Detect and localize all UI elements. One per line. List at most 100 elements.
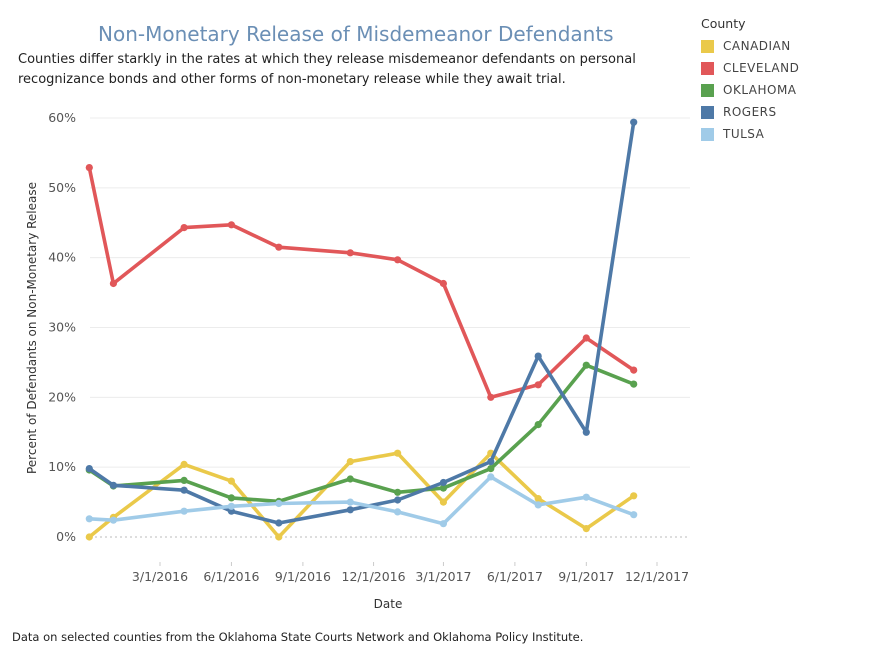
data-point-rogers [85, 465, 93, 473]
data-point-tulsa [227, 502, 235, 510]
x-tick-label: 9/1/2016 [275, 569, 331, 584]
data-point-oklahoma [227, 494, 235, 502]
data-point-cleveland [109, 279, 117, 288]
y-tick-label: 60% [48, 110, 76, 125]
legend-item-oklahoma[interactable]: OKLAHOMA [701, 79, 867, 101]
legend-label: OKLAHOMA [723, 83, 797, 97]
data-point-canadian [346, 458, 354, 466]
data-point-cleveland [534, 381, 542, 389]
legend-item-canadian[interactable]: CANADIAN [701, 35, 867, 57]
legend-swatch [701, 61, 714, 75]
data-point-oklahoma [346, 475, 354, 483]
data-point-cleveland [630, 366, 638, 374]
data-point-oklahoma [394, 488, 402, 496]
data-point-canadian [534, 495, 542, 503]
legend-item-cleveland[interactable]: CLEVELAND [701, 57, 867, 79]
y-tick-label: 0% [56, 529, 76, 544]
legend-label: ROGERS [723, 105, 777, 119]
chart-title: Non-Monetary Release of Misdemeanor Defe… [98, 22, 614, 46]
data-point-oklahoma [630, 380, 638, 388]
x-tick-label: 3/1/2017 [415, 569, 471, 584]
legend-swatch [701, 83, 714, 97]
data-point-tulsa [582, 493, 590, 501]
data-point-rogers [534, 352, 542, 360]
data-point-cleveland [582, 334, 590, 342]
data-point-canadian [439, 498, 447, 506]
data-point-canadian [85, 533, 93, 541]
data-point-cleveland [439, 279, 447, 288]
x-tick-label: 3/1/2016 [132, 569, 188, 584]
data-point-canadian [582, 525, 590, 533]
data-point-tulsa [630, 511, 638, 519]
data-point-tulsa [487, 473, 495, 481]
data-point-cleveland [85, 164, 93, 172]
series-line-oklahoma [87, 363, 636, 504]
gridlines [90, 117, 690, 538]
series-line-rogers [87, 120, 636, 525]
legend-item-tulsa[interactable]: TULSA [701, 123, 867, 145]
data-point-oklahoma [180, 476, 188, 484]
series-rogers [85, 118, 638, 527]
data-point-cleveland [394, 256, 402, 264]
legend-label: CANADIAN [723, 39, 791, 53]
data-point-tulsa [275, 499, 283, 508]
data-point-cleveland [227, 221, 235, 229]
series-lines [85, 118, 638, 541]
data-point-oklahoma [582, 361, 590, 369]
x-axis-title: Date [374, 597, 403, 611]
data-point-tulsa [346, 498, 354, 506]
data-point-rogers [346, 506, 354, 514]
data-point-tulsa [109, 516, 117, 524]
legend-title: County [701, 16, 746, 31]
data-point-canadian [630, 492, 638, 500]
data-point-rogers [439, 478, 447, 487]
legend-items: CANADIAN CLEVELAND OKLAHOMA ROGERS TULSA [697, 35, 867, 145]
data-point-oklahoma [439, 484, 447, 492]
source-note: Data on selected counties from the Oklah… [12, 630, 584, 644]
series-line-cleveland [87, 165, 636, 400]
x-tick-label: 12/1/2016 [342, 569, 406, 584]
x-tick-label: 12/1/2017 [625, 569, 689, 584]
data-point-canadian [180, 460, 188, 468]
data-point-cleveland [275, 243, 283, 251]
data-point-oklahoma [534, 421, 542, 429]
x-tick-label: 9/1/2017 [558, 569, 614, 584]
data-point-canadian [394, 449, 402, 457]
data-point-oklahoma [487, 465, 495, 473]
legend-label: CLEVELAND [723, 61, 800, 75]
y-tick-label: 10% [48, 459, 76, 474]
legend-swatch [701, 127, 714, 141]
data-point-cleveland [487, 393, 495, 401]
x-tick-label: 6/1/2016 [203, 569, 259, 584]
data-point-rogers [487, 458, 495, 466]
data-point-tulsa [394, 508, 402, 516]
data-point-canadian [227, 477, 235, 485]
data-point-rogers [394, 496, 402, 504]
data-point-rogers [180, 486, 188, 494]
legend-swatch [701, 105, 714, 119]
legend: County CANADIAN CLEVELAND OKLAHOMA ROGERS TU… [697, 16, 867, 145]
y-tick-label: 20% [48, 389, 76, 404]
data-point-cleveland [180, 224, 188, 232]
legend-item-rogers[interactable]: ROGERS [701, 101, 867, 123]
legend-swatch [701, 39, 714, 53]
series-cleveland [85, 164, 638, 401]
y-axis-title: Percent of Defendants on Non-Monetary Re… [25, 182, 39, 474]
y-tick-label: 50% [48, 180, 76, 195]
series-canadian [85, 449, 638, 541]
series-tulsa [85, 473, 638, 528]
y-tick-label: 30% [48, 320, 76, 335]
chart-subtitle: Counties differ starkly in the rates at … [18, 52, 636, 87]
data-point-canadian [275, 533, 283, 541]
y-tick-label: 40% [48, 250, 76, 265]
data-point-tulsa [534, 501, 542, 509]
data-point-tulsa [85, 515, 93, 523]
data-point-rogers [582, 428, 590, 436]
data-point-tulsa [180, 507, 188, 515]
axes: 0% 10% 20% 30% 40% 50% 60% 3/1/2016 6/1/2016 9/1/… [48, 110, 689, 584]
data-point-rogers [275, 519, 283, 527]
data-point-rogers [109, 481, 117, 489]
legend-label: TULSA [723, 127, 765, 141]
data-point-cleveland [346, 249, 354, 257]
